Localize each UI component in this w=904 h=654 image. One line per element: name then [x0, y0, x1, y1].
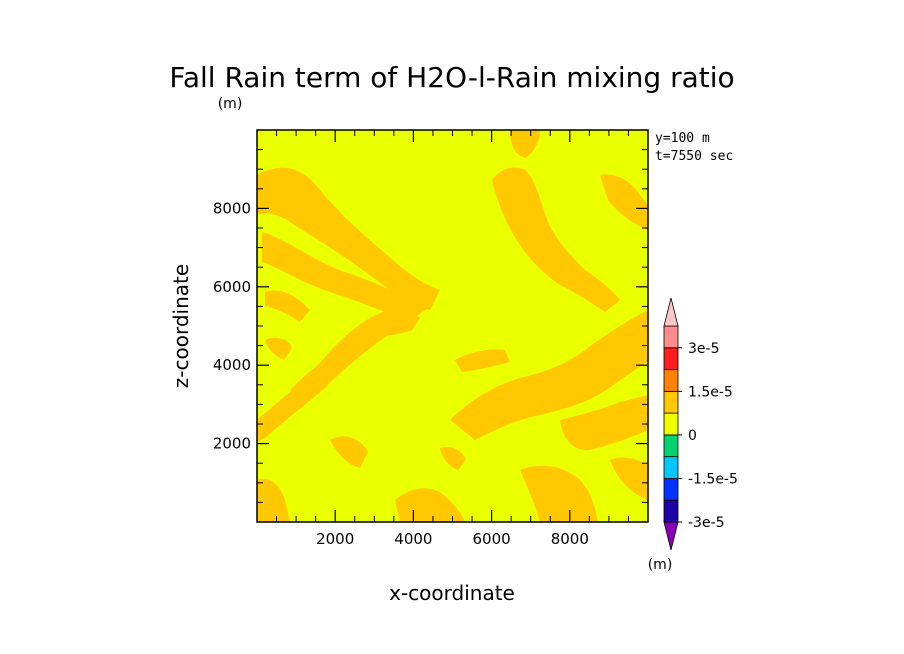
colorbar-box	[663, 434, 679, 458]
chart-title: Fall Rain term of H2O-l-Rain mixing rati…	[169, 61, 734, 94]
colorbar-tick-label: 1.5e-5	[688, 384, 733, 400]
y-tick-label: 4000	[213, 356, 251, 374]
y-tick-label: 6000	[213, 278, 251, 296]
contour-band	[265, 337, 292, 360]
colorbar-box	[663, 369, 679, 392]
contour-band	[290, 345, 355, 398]
colorbar-tick-label: 0	[688, 428, 697, 444]
x-tick-label: 6000	[473, 530, 511, 548]
contour-band	[492, 167, 620, 312]
contour-band	[455, 349, 510, 372]
colorbar-box	[663, 412, 679, 436]
contour-band	[520, 465, 598, 522]
annotation-time: t=7550 sec	[655, 149, 733, 164]
colorbar-box	[663, 456, 679, 479]
colorbar-labels: -3e-5 -1.5e-5 0 1.5e-5 3e-5	[678, 341, 738, 531]
annotation-y-position: y=100 m	[655, 131, 710, 146]
y-axis-label: z-coordinate	[169, 264, 193, 388]
colorbar-lower-triangle	[663, 521, 679, 551]
x-tick-label: 8000	[551, 530, 589, 548]
contour-band	[600, 174, 648, 230]
colorbar-tick-label: -3e-5	[688, 515, 725, 531]
plot-area	[256, 129, 649, 523]
x-major-ticks	[334, 130, 571, 522]
contour-bands	[257, 130, 648, 522]
contour-band	[330, 436, 368, 468]
colorbar-box	[663, 390, 679, 414]
contour-band	[450, 310, 648, 440]
contour-band	[560, 395, 648, 451]
x-axis-label: x-coordinate	[389, 581, 515, 605]
colorbar-tick-label: 3e-5	[688, 341, 719, 357]
contour-band	[395, 488, 465, 522]
contour-band	[265, 290, 310, 322]
contour-band	[510, 130, 540, 158]
colorbar-upper-triangle	[663, 297, 679, 327]
x-tick-label: 4000	[394, 530, 432, 548]
x-tick-label: 2000	[316, 530, 354, 548]
colorbar-box	[663, 325, 679, 349]
contour-band	[257, 478, 290, 522]
colorbar-box	[663, 499, 679, 523]
y-tick-label: 8000	[213, 199, 251, 217]
y-tick-label: 2000	[213, 435, 251, 453]
colorbar-box	[663, 478, 679, 501]
x-minor-ticks	[276, 130, 629, 522]
x-tick-labels: 2000 4000 6000 8000	[316, 530, 589, 548]
title-units-label: (m)	[218, 96, 243, 112]
colorbar-box	[663, 347, 679, 370]
contour-band	[440, 447, 466, 470]
y-tick-labels: 2000 4000 6000 8000	[213, 199, 251, 452]
y-major-ticks	[257, 207, 648, 445]
contour-band	[610, 457, 648, 500]
y-minor-ticks	[257, 149, 648, 503]
colorbar	[663, 297, 679, 551]
colorbar-tick-label: -1.5e-5	[688, 471, 738, 487]
contour-band	[380, 314, 420, 336]
contour-band	[257, 167, 440, 310]
colorbar-units-label: (m)	[648, 557, 673, 573]
contour-band	[262, 232, 410, 318]
